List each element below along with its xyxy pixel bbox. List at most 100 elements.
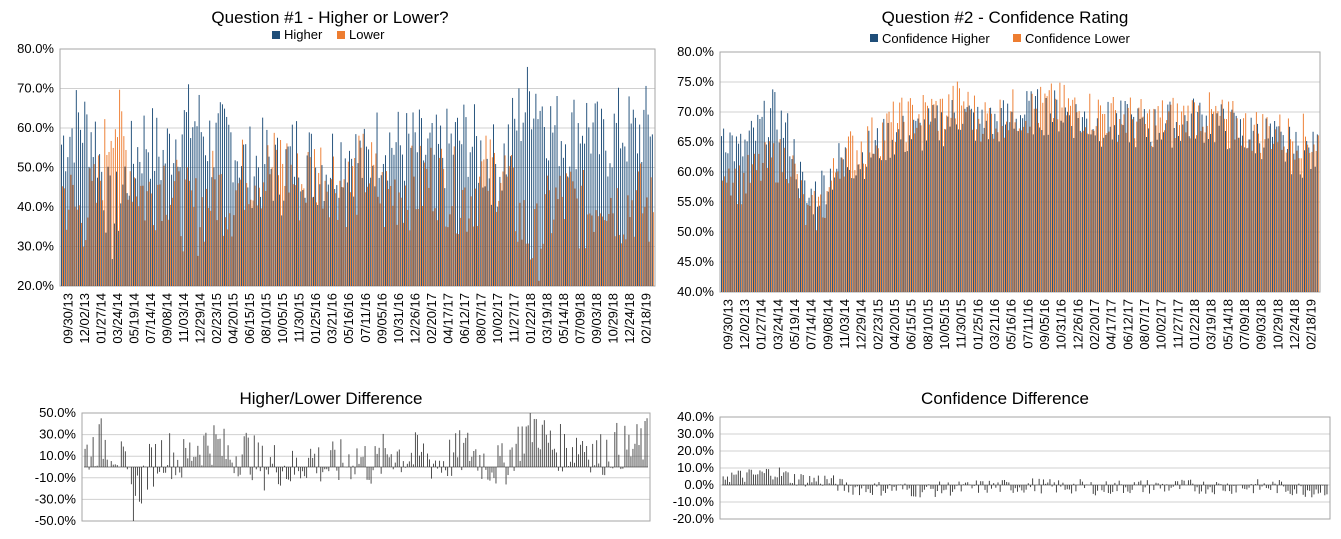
bar-confidence-higher <box>1244 147 1245 292</box>
bar-confidence-lower <box>1019 128 1020 292</box>
bar-confidence-higher <box>832 190 833 292</box>
bar-higher <box>249 127 250 286</box>
bar-lower <box>289 193 290 286</box>
bar-confidence-higher <box>868 131 869 292</box>
bar-confidence-lower <box>1166 120 1167 292</box>
bar-lower <box>636 190 637 286</box>
diff-bar <box>125 451 126 467</box>
diff-bar <box>193 457 194 467</box>
bar-higher <box>440 126 441 286</box>
chart-title: Question #1 - Higher or Lower? <box>211 8 448 27</box>
diff-bar <box>570 462 571 467</box>
diff-bar <box>1145 485 1146 487</box>
bar-confidence-lower <box>754 154 755 292</box>
diff-bar <box>197 446 198 467</box>
bar-confidence-higher <box>1105 135 1106 292</box>
bar-lower <box>606 221 607 286</box>
diff-bar <box>878 482 879 485</box>
bar-confidence-lower <box>782 172 783 292</box>
bar-confidence-lower <box>1051 84 1052 292</box>
diff-bar <box>538 448 539 467</box>
diff-bar <box>500 456 501 467</box>
legend-label-lower: Lower <box>349 27 385 42</box>
bar-higher <box>235 160 236 286</box>
bar-higher <box>554 125 555 286</box>
diff-bar <box>874 483 875 485</box>
bar-lower <box>70 175 71 286</box>
bar-confidence-higher <box>749 131 750 292</box>
diff-bar <box>1236 485 1237 492</box>
bar-confidence-lower <box>867 126 868 292</box>
bar-higher <box>91 132 92 286</box>
diff-bar <box>1179 485 1180 489</box>
bar-lower <box>140 186 141 286</box>
bar-lower <box>479 177 480 286</box>
bar-confidence-higher <box>999 141 1000 292</box>
diff-bar <box>855 485 856 487</box>
bar-confidence-lower <box>1222 100 1223 292</box>
bar-confidence-lower <box>895 142 896 292</box>
diff-bar <box>727 477 728 485</box>
diff-bar <box>814 478 815 485</box>
bar-confidence-lower <box>1121 124 1122 292</box>
x-tick-label: 07/11/16 <box>1020 299 1035 349</box>
diff-bar <box>1220 484 1221 485</box>
bar-higher <box>177 167 178 286</box>
bar-higher <box>211 177 212 286</box>
bar-higher <box>188 84 189 286</box>
bar-lower <box>197 256 198 286</box>
bar-higher <box>455 122 456 286</box>
bar-lower <box>111 141 112 286</box>
bar-lower <box>464 188 465 286</box>
diff-bar <box>972 485 973 488</box>
diff-bar <box>1177 481 1178 485</box>
bar-confidence-lower <box>901 98 902 292</box>
diff-bar <box>924 485 925 490</box>
bar-higher <box>239 178 240 286</box>
bar-lower <box>142 186 143 286</box>
bar-lower <box>490 139 491 286</box>
bar-higher <box>315 168 316 286</box>
diff-bar <box>647 418 648 467</box>
bar-confidence-lower <box>1151 146 1152 292</box>
bar-confidence-lower <box>859 164 860 292</box>
diff-bar <box>369 467 370 480</box>
x-tick-label: 07/14/14 <box>143 293 158 344</box>
diff-bar <box>236 456 237 467</box>
bar-confidence-higher <box>806 203 807 292</box>
bar-confidence-lower <box>961 106 962 292</box>
diff-bar <box>1166 484 1167 485</box>
diff-bar <box>809 476 810 485</box>
diff-bar <box>1257 479 1258 485</box>
diff-bar <box>1197 485 1198 487</box>
y-tick-label: -10.0% <box>35 470 77 485</box>
diff-bar <box>1285 485 1286 492</box>
bar-confidence-lower <box>728 169 729 292</box>
diff-bar <box>330 450 331 467</box>
bar-confidence-lower <box>846 148 847 292</box>
diff-bar <box>1065 485 1066 490</box>
diff-bar <box>788 472 789 485</box>
bar-lower <box>181 236 182 286</box>
bar-confidence-lower <box>1042 103 1043 292</box>
diff-bar <box>232 463 233 467</box>
diff-bar <box>373 467 374 470</box>
diff-bar <box>520 461 521 467</box>
bar-confidence-lower <box>1254 125 1255 292</box>
bar-confidence-lower <box>816 230 817 292</box>
diff-bar <box>998 482 999 485</box>
bar-lower <box>316 202 317 286</box>
bar-confidence-higher <box>1084 111 1085 292</box>
bar-lower <box>354 158 355 286</box>
bar-confidence-lower <box>1008 130 1009 292</box>
bar-lower <box>318 173 319 286</box>
x-tick-label: 08/10/15 <box>259 293 274 344</box>
bar-lower <box>147 191 148 286</box>
bar-confidence-higher <box>1116 113 1117 292</box>
bar-higher <box>400 145 401 286</box>
diff-bar <box>459 430 460 467</box>
diff-bar <box>306 467 307 478</box>
bar-confidence-lower <box>923 95 924 292</box>
chart-q1-diff-svg: Higher/Lower Difference -50.0%-30.0%-10.… <box>0 380 665 534</box>
bar-confidence-lower <box>1258 134 1259 292</box>
